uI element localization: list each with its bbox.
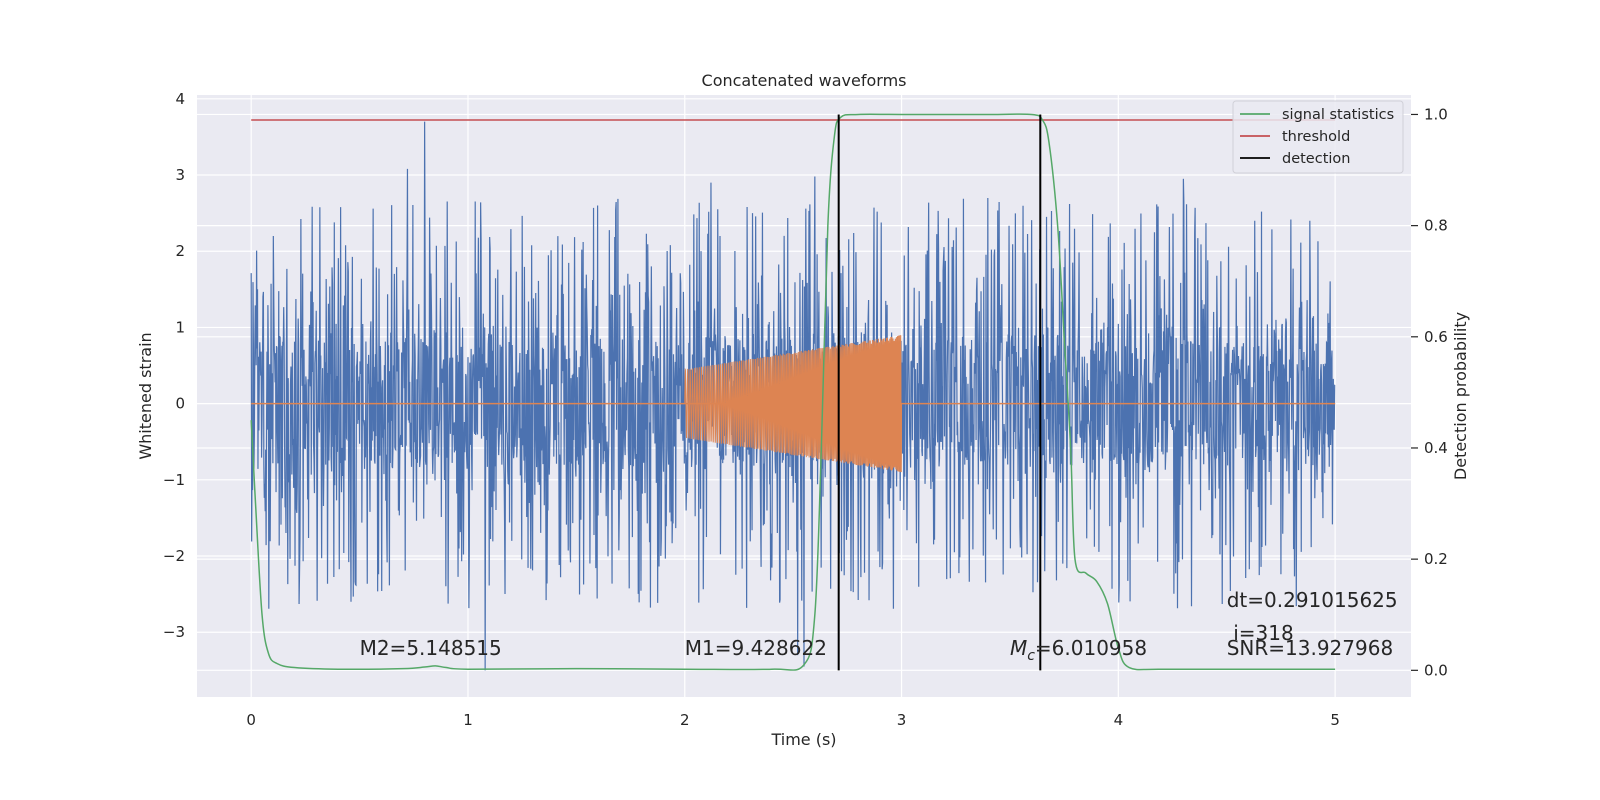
x-tick-label: 3	[897, 711, 907, 729]
legend-label-signal-statistics: signal statistics	[1282, 107, 1394, 123]
x-tick-label: 5	[1330, 711, 1340, 729]
legend-label-detection: detection	[1282, 151, 1350, 167]
noise-series	[250, 121, 1336, 671]
x-axis-ticks: 0 1 2 3 4 5	[246, 711, 1339, 729]
y-tick-label: 0	[175, 395, 185, 413]
y-tick-label: −2	[163, 547, 185, 565]
x-tick-label: 2	[680, 711, 690, 729]
y-tick-label: −3	[163, 623, 185, 641]
legend-box	[1232, 100, 1404, 174]
chart-title: Concatenated waveforms	[702, 71, 907, 90]
y2-tick-label: 0.6	[1424, 328, 1448, 346]
y2-axis-label: Detection probability	[1451, 312, 1470, 480]
x-tick-label: 0	[246, 711, 256, 729]
annotation-m2: M2=5.148515	[360, 636, 502, 660]
y-tick-label: −1	[163, 471, 185, 489]
legend: signal statistics threshold detection	[1232, 100, 1404, 174]
signal-statistics-series	[250, 113, 1336, 671]
y-tick-label: 3	[175, 166, 185, 184]
annotation-m1: M1=9.428622	[685, 636, 827, 660]
y-tick-label: 4	[175, 90, 185, 108]
annotation-i: i=318	[1233, 621, 1294, 645]
y2-tick-label: 0.8	[1424, 217, 1448, 235]
annotations: M2=5.148515 M1=9.428622 Mc=6.010958 dt=0.29…	[360, 588, 1398, 664]
injected-waveform-series	[684, 335, 903, 473]
x-tick-label: 1	[463, 711, 473, 729]
y2-tick-label: 0.0	[1424, 661, 1448, 679]
y2-tick-label: 1.0	[1424, 105, 1448, 123]
annotation-snr: SNR=13.927968	[1227, 636, 1393, 660]
legend-label-threshold: threshold	[1282, 129, 1350, 145]
y2-tick-label: 0.2	[1424, 550, 1448, 568]
y-tick-label: 2	[175, 242, 185, 260]
x-axis-label: Time (s)	[770, 730, 836, 749]
y-tick-label: 1	[175, 318, 185, 336]
y-axis-ticks: −3 −2 −1 0 1 2 3 4	[163, 90, 185, 641]
y2-axis-ticks: 0.0 0.2 0.4 0.6 0.8 1.0	[1411, 105, 1448, 679]
annotation-dt: dt=0.291015625	[1227, 588, 1398, 612]
y-axis-label: Whitened strain	[136, 332, 155, 459]
annotation-mc: Mc=6.010958	[1010, 636, 1147, 664]
detection-lines	[837, 114, 1042, 671]
y2-tick-label: 0.4	[1424, 439, 1448, 457]
x-tick-label: 4	[1114, 711, 1124, 729]
